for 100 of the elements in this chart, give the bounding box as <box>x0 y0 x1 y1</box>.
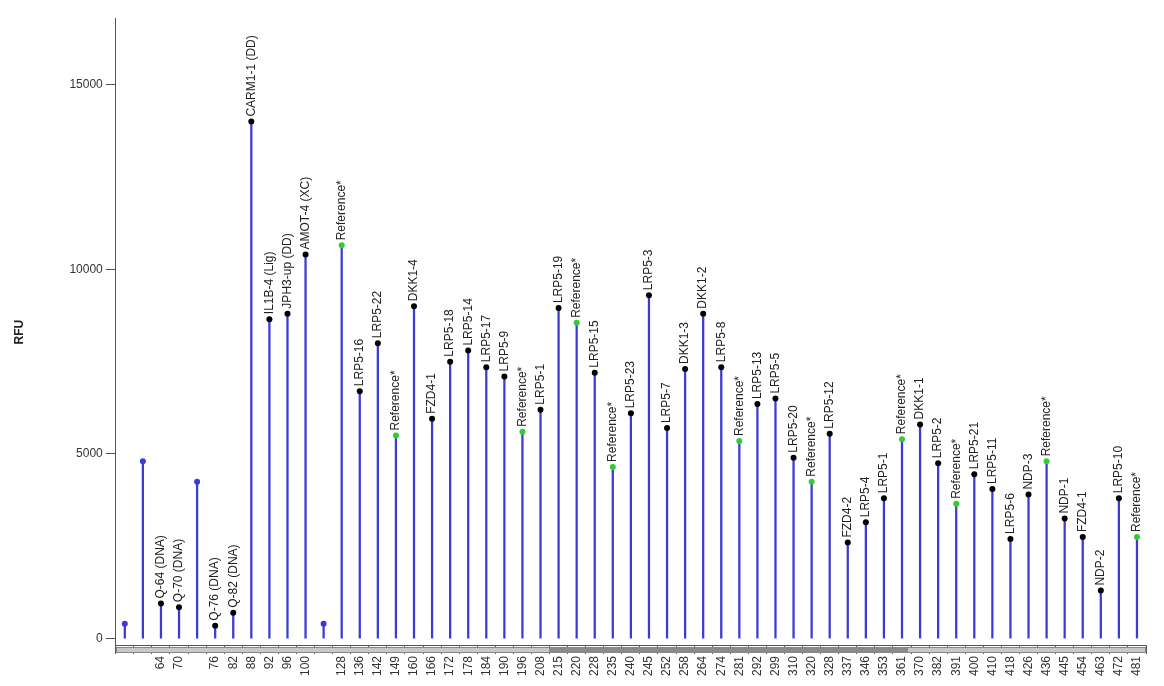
annotation: LRP5-1 <box>876 452 891 494</box>
point <box>284 310 291 317</box>
x-tick-label: 328 <box>822 655 837 677</box>
x-tick-label: 245 <box>641 655 656 677</box>
point <box>573 319 580 326</box>
point <box>718 364 725 371</box>
point <box>555 305 562 312</box>
x-tick-label: 220 <box>568 655 583 677</box>
x-tick-label: 252 <box>659 655 674 677</box>
x-tick-label: 228 <box>587 655 602 677</box>
annotation: DKK1-1 <box>912 377 927 420</box>
x-tick-label: 235 <box>605 655 620 677</box>
annotation: LRP5-22 <box>370 290 385 339</box>
y-tick-label: 10000 <box>69 261 104 276</box>
point <box>1007 535 1014 542</box>
annotation: Reference* <box>388 370 403 431</box>
x-tick-label: 128 <box>334 655 349 677</box>
y-tick-label: 15000 <box>69 76 104 91</box>
annotation: LRP5-9 <box>496 330 511 372</box>
x-tick-label: 166 <box>424 655 439 677</box>
point <box>1061 515 1068 522</box>
point <box>808 478 815 485</box>
x-tick-label: 82 <box>225 655 240 670</box>
annotation: LRP5-5 <box>767 352 782 394</box>
annotation: IL1B-4 (Lig) <box>261 251 276 315</box>
point <box>664 425 671 432</box>
point <box>989 486 996 493</box>
point <box>338 242 345 249</box>
point <box>1043 458 1050 465</box>
x-tick-label: 160 <box>406 655 421 677</box>
y-tick-label: 5000 <box>76 446 104 461</box>
point <box>772 395 779 402</box>
annotation: LRP5-1 <box>532 363 547 405</box>
x-tick-label: 274 <box>713 655 728 677</box>
point <box>429 415 436 422</box>
annotation: LRP5-8 <box>713 321 728 363</box>
point <box>645 292 652 299</box>
annotation: CARM1-1 (DD) <box>243 35 258 117</box>
point <box>121 620 128 627</box>
annotation: Reference* <box>894 373 909 435</box>
x-tick-label: 178 <box>460 655 475 677</box>
x-tick-label: 454 <box>1075 655 1090 677</box>
annotation: FZD4-1 <box>424 372 439 414</box>
x-tick-label: 410 <box>984 655 999 677</box>
point <box>700 310 707 317</box>
point <box>844 539 851 546</box>
annotation: LRP5-17 <box>478 314 493 363</box>
annotation: JPH3-up (DD) <box>279 233 294 309</box>
x-tick-label: 215 <box>550 655 565 677</box>
x-tick-label: 418 <box>1002 655 1017 677</box>
annotation: LRP5-12 <box>822 380 837 429</box>
point <box>537 406 544 413</box>
x-tick-label: 400 <box>966 655 981 677</box>
point <box>194 478 201 485</box>
point <box>971 471 978 478</box>
annotation: AMOT-4 (XC) <box>297 176 312 250</box>
x-tick-label: 96 <box>279 655 294 670</box>
point <box>862 519 869 526</box>
annotation: Reference* <box>948 438 963 499</box>
point <box>682 366 689 373</box>
annotation: Q-76 (DNA) <box>207 557 222 621</box>
point <box>212 622 219 629</box>
annotation: Reference* <box>514 366 529 427</box>
annotation: Reference* <box>1129 471 1144 533</box>
point <box>591 369 598 376</box>
point <box>447 358 454 365</box>
annotation: Reference* <box>605 401 620 462</box>
x-tick-label: 353 <box>876 655 891 677</box>
x-tick-label: 382 <box>930 655 945 677</box>
point <box>230 609 237 616</box>
annotation: NDP-3 <box>1020 453 1035 490</box>
annotation: DKK1-2 <box>695 266 710 309</box>
annotation: Reference* <box>568 257 583 318</box>
point <box>392 432 399 439</box>
annotation: LRP5-13 <box>749 351 764 400</box>
annotation: Q-82 (DNA) <box>225 544 240 608</box>
annotation: Q-64 (DNA) <box>153 535 168 599</box>
x-tick-label: 172 <box>442 655 457 677</box>
annotation: LRP5-15 <box>587 320 602 368</box>
annotation: LRP5-18 <box>442 308 457 357</box>
annotation: FZD4-2 <box>840 496 855 538</box>
x-tick-label: 100 <box>297 655 312 677</box>
point <box>157 600 164 607</box>
point <box>320 620 327 627</box>
point <box>609 463 616 470</box>
point <box>266 316 273 323</box>
annotation: NDP-1 <box>1056 477 1071 514</box>
x-tick-label: 149 <box>388 655 403 677</box>
annotation: LRP5-11 <box>984 437 999 485</box>
x-tick-label: 208 <box>532 655 547 677</box>
x-tick-label: 196 <box>514 655 529 677</box>
annotation: LRP5-14 <box>460 297 475 346</box>
y-axis-title: RFU <box>11 319 26 345</box>
point <box>754 401 761 408</box>
point <box>483 364 490 371</box>
point <box>953 500 960 507</box>
x-tick-label: 136 <box>352 655 367 677</box>
annotation: LRP5-21 <box>966 421 981 470</box>
point <box>410 303 417 310</box>
point <box>519 428 526 435</box>
